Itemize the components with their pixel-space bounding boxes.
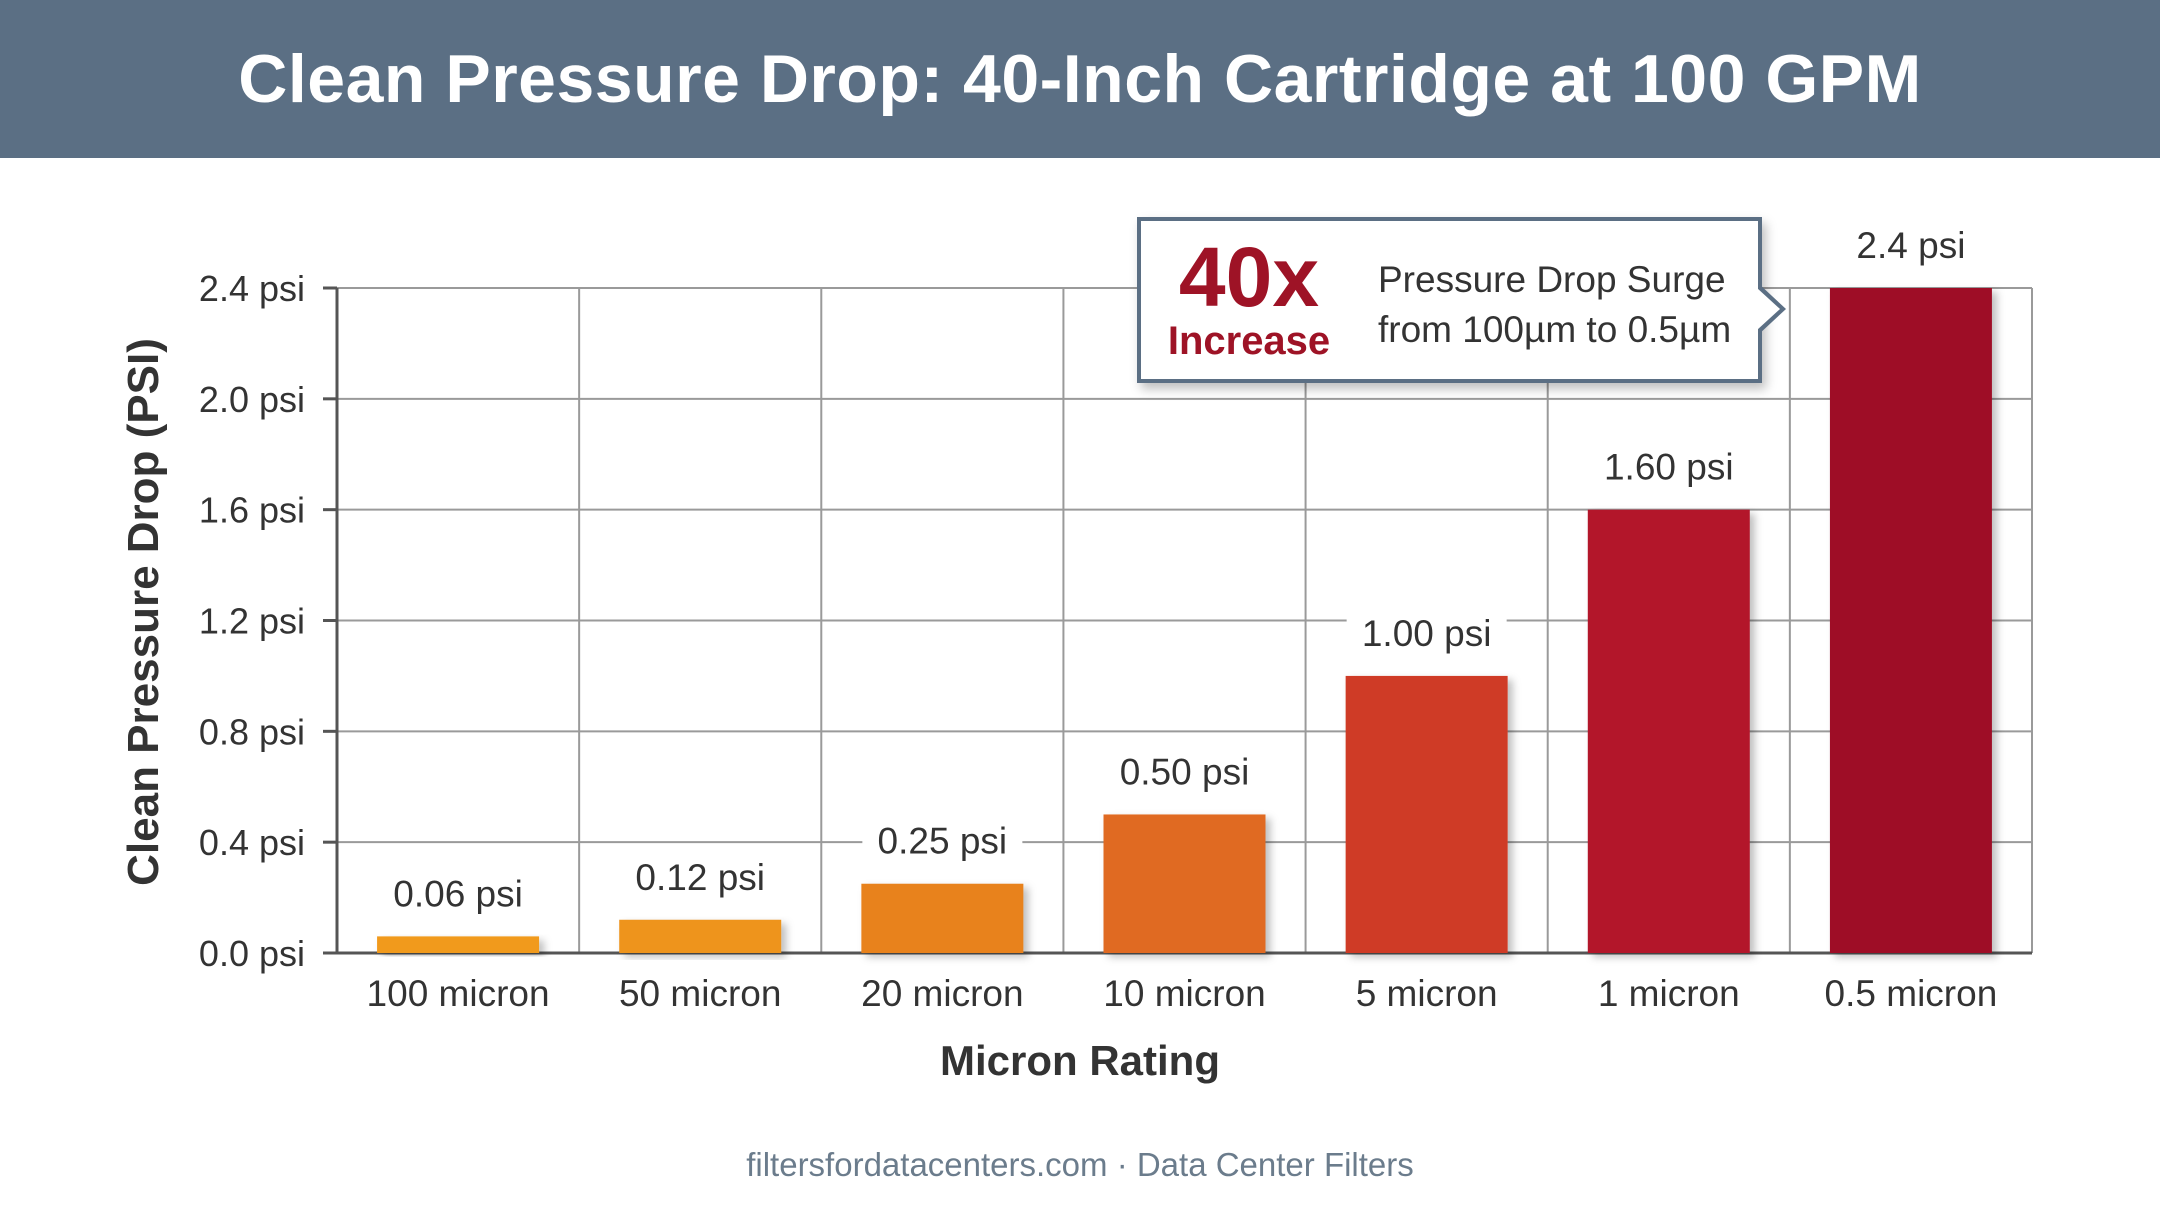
callout-desc-line1: Pressure Drop Surge — [1378, 259, 1726, 300]
callout-desc-line2: from 100µm to 0.5µm — [1378, 309, 1732, 350]
bar — [861, 883, 1024, 953]
x-tick-label: 1 micron — [1598, 973, 1740, 1014]
data-label: 1.00 psi — [1362, 613, 1492, 654]
callout-description: Pressure Drop Surge from 100µm to 0.5µm — [1378, 255, 1748, 355]
chart-header: Clean Pressure Drop: 40-Inch Cartridge a… — [0, 0, 2160, 158]
bar — [1587, 509, 1750, 953]
y-tick-label: 2.4 psi — [199, 268, 305, 309]
data-label-bg — [378, 870, 539, 919]
chart-title: Clean Pressure Drop: 40-Inch Cartridge a… — [238, 41, 1922, 117]
data-label: 0.06 psi — [393, 873, 523, 914]
data-label-bg — [1588, 443, 1749, 492]
x-tick-label: 50 micron — [619, 973, 781, 1014]
y-tick-label: 2.0 psi — [199, 379, 305, 420]
bar — [1345, 675, 1508, 953]
x-tick-label: 5 micron — [1356, 973, 1498, 1014]
x-tick-label: 10 micron — [1103, 973, 1265, 1014]
x-tick-label: 100 micron — [367, 973, 550, 1014]
footer-credit: filtersfordatacenters.com · Data Center … — [746, 1146, 1414, 1183]
x-axis-label: Micron Rating — [940, 1037, 1220, 1084]
y-axis-ticks: 0.0 psi 0.4 psi 0.8 psi 1.2 psi 1.6 psi 2.0 p… — [199, 268, 337, 974]
data-label: 0.25 psi — [878, 821, 1008, 862]
callout-headline: 40x — [1178, 230, 1320, 324]
bar — [1103, 814, 1266, 953]
data-labels: 0.06 psi 0.12 psi 0.25 psi 0.50 psi 1.00 psi… — [378, 222, 1991, 919]
y-tick-label: 0.4 psi — [199, 822, 305, 863]
bar — [377, 936, 540, 953]
data-label-bg — [1104, 748, 1265, 797]
y-tick-label: 1.2 psi — [199, 601, 305, 642]
y-axis-label: Clean Pressure Drop (PSI) — [119, 338, 168, 886]
x-tick-label: 0.5 micron — [1825, 973, 1998, 1014]
data-label: 1.60 psi — [1604, 447, 1734, 488]
y-tick-label: 0.0 psi — [199, 933, 305, 974]
y-tick-label: 0.8 psi — [199, 711, 305, 752]
data-label-bg — [862, 817, 1023, 866]
data-label: 2.4 psi — [1856, 225, 1965, 266]
callout-subline: Increase — [1167, 319, 1331, 363]
data-label: 0.50 psi — [1120, 751, 1250, 792]
bars — [377, 288, 1992, 953]
data-label-bg — [1346, 609, 1507, 658]
x-axis-ticks: 100 micron 50 micron 20 micron 10 micron 5 m… — [367, 973, 1998, 1014]
data-label-bg — [1830, 222, 1991, 270]
y-tick-label: 1.6 psi — [199, 490, 305, 531]
increase-callout: 40x Increase Pressure Drop Surge from 10… — [1137, 217, 1786, 383]
bar — [619, 919, 782, 953]
x-tick-label: 20 micron — [861, 973, 1023, 1014]
bar — [1829, 288, 1992, 953]
data-label-bg — [620, 853, 781, 902]
data-label: 0.12 psi — [635, 857, 765, 898]
